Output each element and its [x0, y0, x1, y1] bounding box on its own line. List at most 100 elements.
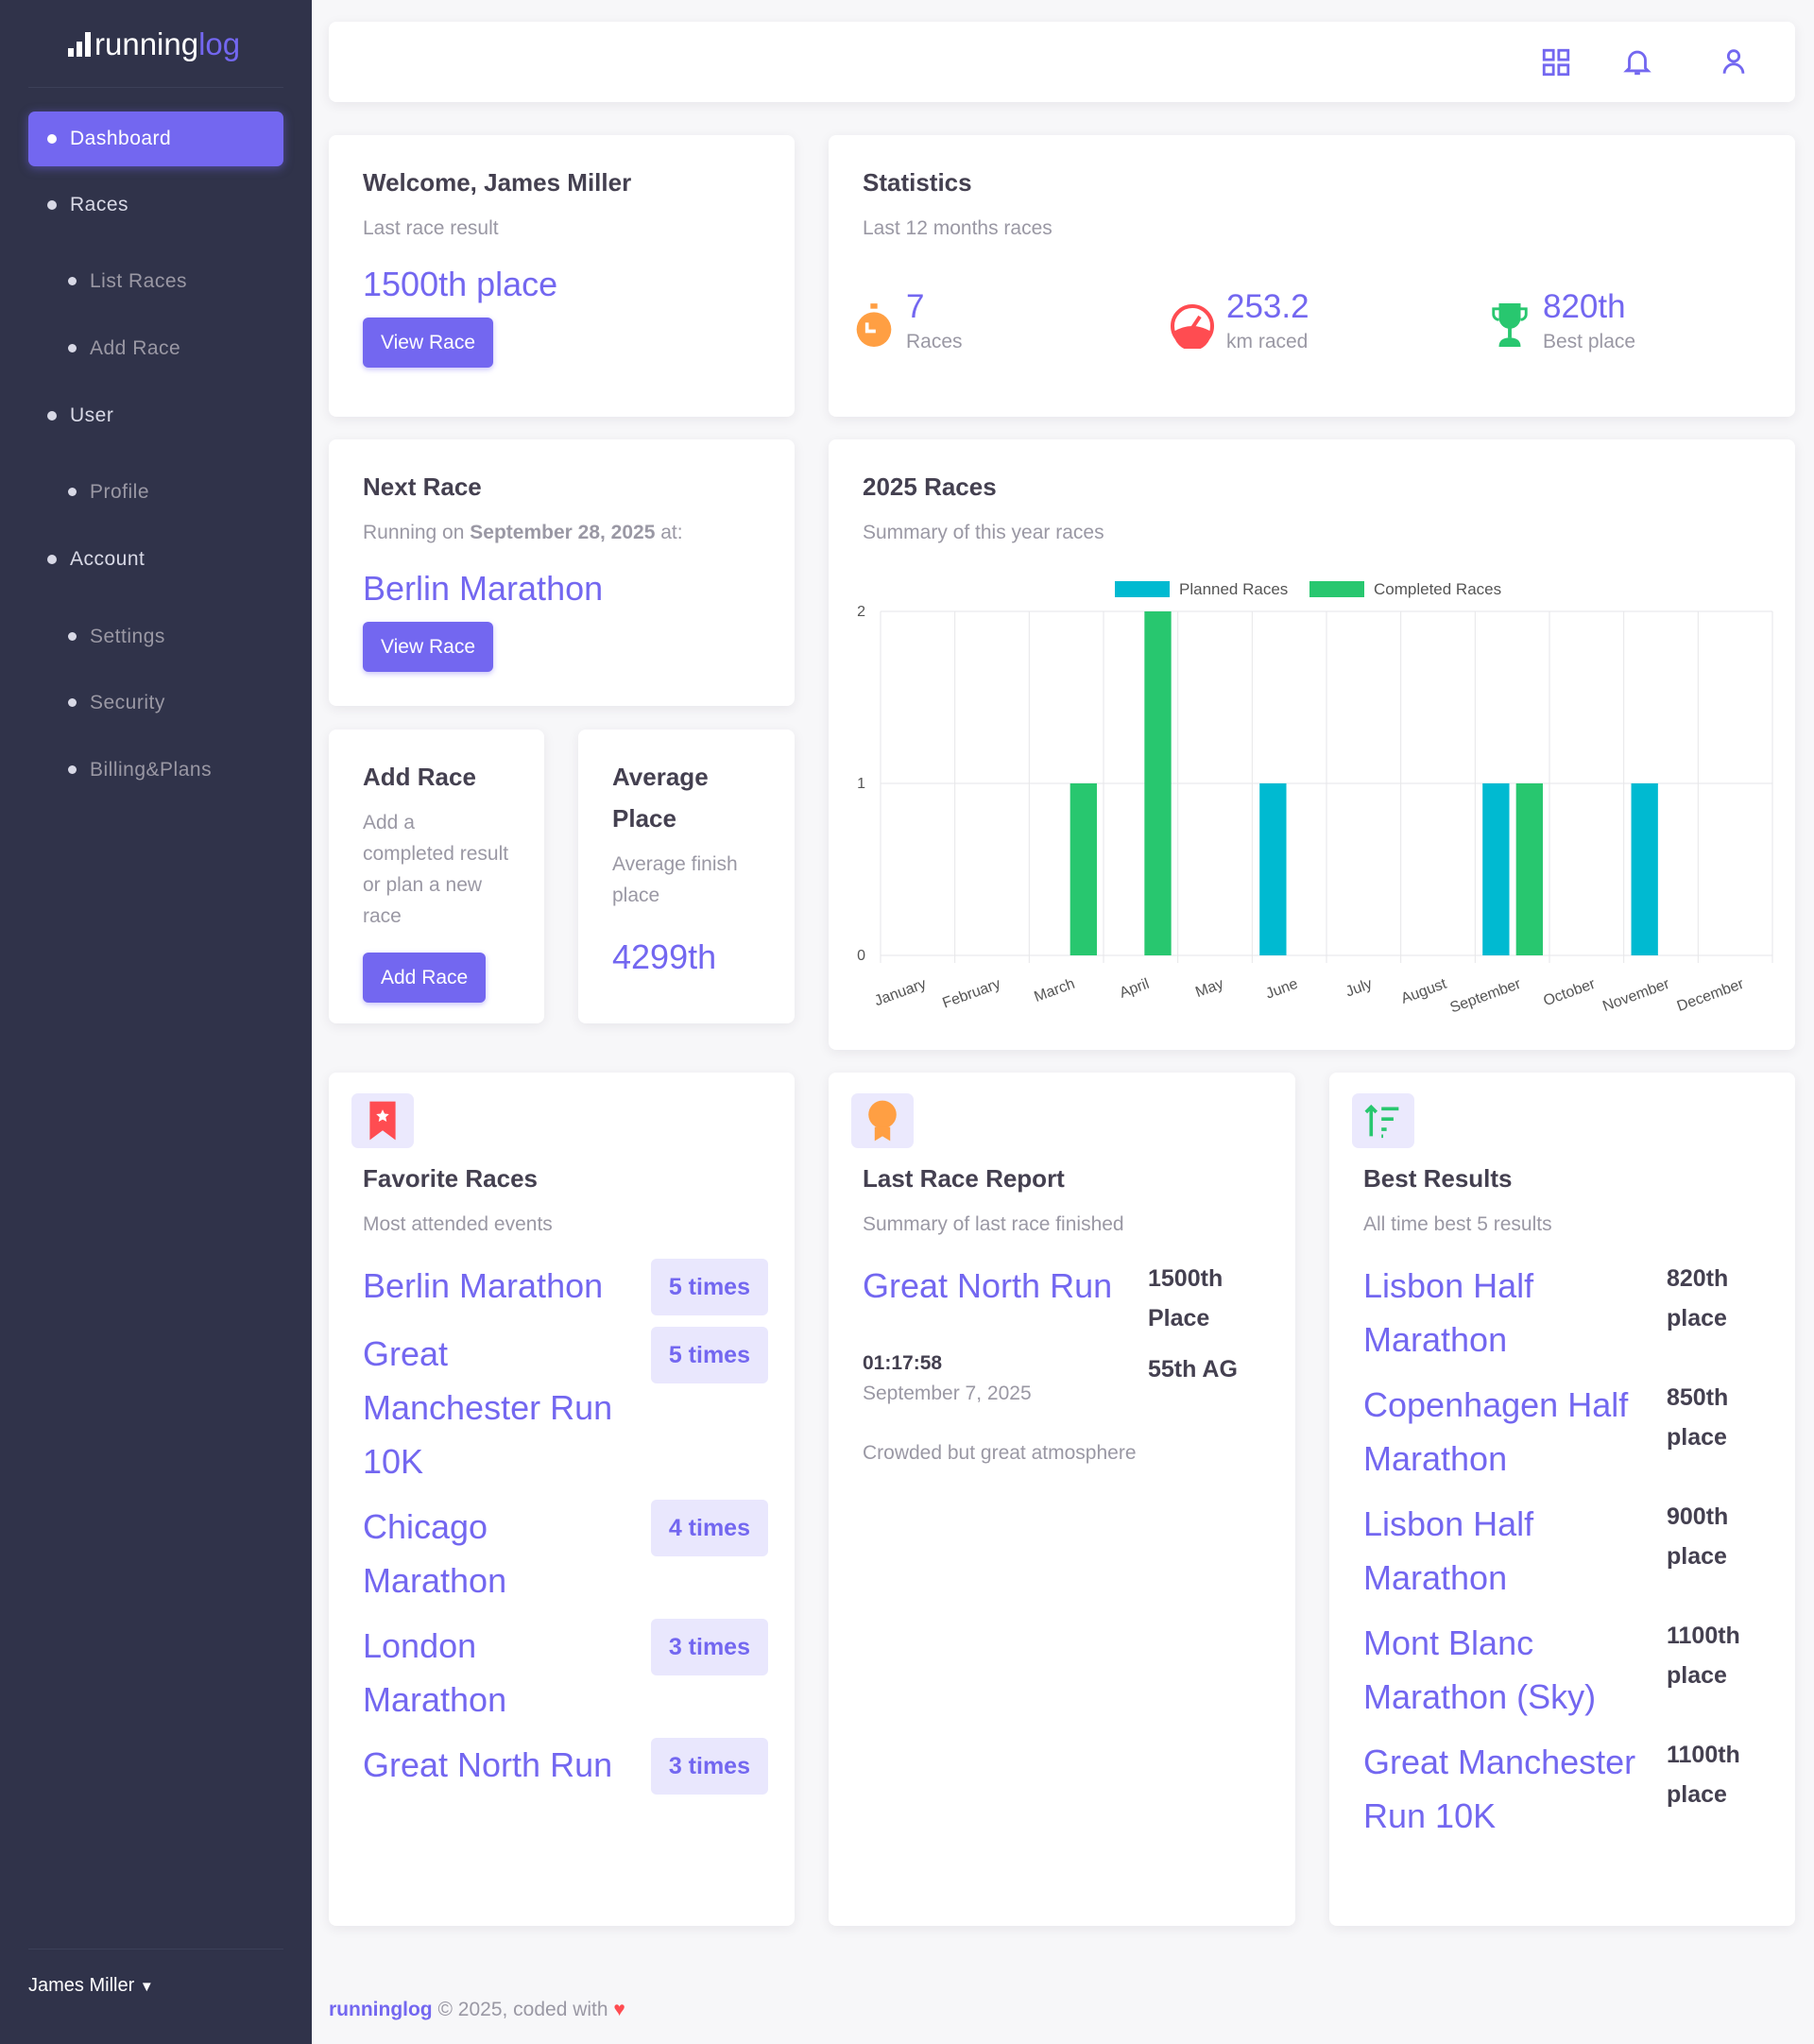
stat-value: 253.2 [1226, 288, 1309, 325]
result-place: 820th place [1667, 1265, 1729, 1331]
sidebar-item-label: User [70, 404, 114, 426]
stat-value: 820th [1543, 288, 1626, 325]
card-title: Average Place [612, 763, 709, 833]
last-race-report-card: Last Race Report Summary of last race fi… [829, 1073, 1295, 1926]
race-time: 01:17:58 [863, 1352, 943, 1374]
heart-icon: ♥ [613, 1999, 625, 2020]
race-link[interactable]: Great North Run [363, 1745, 613, 1784]
race-link[interactable]: Great North Run [863, 1266, 1113, 1305]
bar-completed-races [1070, 783, 1097, 955]
sidebar-item-settings[interactable]: Settings [28, 609, 283, 663]
card-subtitle: Most attended events [363, 1213, 553, 1235]
race-link[interactable]: Great Manchester Run 10K [363, 1334, 613, 1481]
list-item: Copenhagen Half Marathon 850th place [1363, 1378, 1761, 1486]
list-item: Great North Run 3 times [363, 1738, 768, 1795]
card-title: Last Race Report [863, 1164, 1065, 1193]
card-subtitle: Last race result [363, 217, 499, 239]
legend-label: Completed Races [1374, 580, 1501, 598]
footer: runninglog © 2025, coded with ♥ [329, 1999, 625, 2021]
result-place: 1100th place [1667, 1742, 1740, 1808]
card-subtitle: Last 12 months races [863, 217, 1052, 239]
stat-races: 7 Races [853, 286, 963, 356]
bullet-icon [47, 555, 57, 564]
sidebar-item-account[interactable]: Account [28, 532, 283, 587]
suffix: at: [655, 522, 683, 543]
stat-label: Races [906, 331, 963, 352]
y-tick-label: 1 [857, 776, 865, 792]
bar-planned-races [1631, 783, 1658, 955]
caret-down-icon: ▼ [139, 1979, 154, 1995]
stat-label: Best place [1543, 331, 1636, 352]
stopwatch-icon [856, 303, 892, 347]
sidebar-item-races[interactable]: Races [28, 178, 283, 232]
race-date: September 7, 2025 [863, 1383, 1032, 1404]
x-tick-label: December [1675, 976, 1747, 1015]
bullet-icon [47, 411, 57, 421]
card-subtitle: Running on September 28, 2025 at: [363, 517, 761, 548]
race-link[interactable]: Berlin Marathon [363, 1266, 604, 1305]
next-race-card: Next Race Running on September 28, 2025 … [329, 439, 795, 706]
race-link[interactable]: Mont Blanc Marathon (Sky) [1363, 1623, 1597, 1716]
card-subtitle: All time best 5 results [1363, 1213, 1552, 1235]
logo-text-accent: log [198, 26, 241, 61]
sidebar: running log Dashboard Races List Races Add R… [0, 0, 312, 2044]
statistics-card: Statistics Last 12 months races 7 Races 2… [829, 135, 1795, 417]
race-link[interactable]: Chicago Marathon [363, 1507, 507, 1600]
x-tick-label: April [1118, 976, 1152, 1002]
race-link[interactable]: Great Manchester Run 10K [1363, 1743, 1636, 1835]
add-race-button[interactable]: Add Race [363, 953, 487, 1003]
speedometer-icon [1171, 304, 1214, 349]
result-place: 900th place [1667, 1503, 1729, 1570]
race-link[interactable]: London Marathon [363, 1626, 507, 1719]
stat-value: 7 [906, 288, 925, 325]
bullet-icon [68, 697, 77, 707]
x-tick-label: August [1399, 976, 1449, 1007]
divider [28, 87, 283, 88]
next-race-link[interactable]: Berlin Marathon [363, 569, 604, 608]
award-icon [851, 1093, 914, 1148]
race-date: September 28, 2025 [470, 522, 656, 543]
x-tick-label: July [1343, 976, 1375, 1001]
x-tick-label: September [1448, 976, 1524, 1017]
view-race-button[interactable]: View Race [363, 318, 493, 368]
result-place: 850th place [1667, 1384, 1729, 1451]
count-badge: 5 times [650, 1327, 768, 1383]
sidebar-item-profile[interactable]: Profile [28, 464, 283, 519]
grid-icon[interactable] [1540, 46, 1572, 78]
logo-text: running [94, 26, 199, 61]
count-badge: 3 times [650, 1738, 768, 1795]
list-item: Chicago Marathon 4 times [363, 1500, 768, 1607]
add-race-card: Add Race Add a completed result or plan … [329, 730, 544, 1023]
sidebar-item-add-race[interactable]: Add Race [28, 320, 283, 375]
favorite-races-card: Favorite Races Most attended events Berl… [329, 1073, 795, 1926]
race-link[interactable]: Lisbon Half Marathon [1363, 1504, 1534, 1597]
sidebar-item-label: Profile [90, 480, 150, 503]
race-link[interactable]: Lisbon Half Marathon [1363, 1266, 1534, 1359]
x-tick-label: November [1600, 976, 1672, 1015]
bullet-icon [68, 343, 77, 352]
race-link[interactable]: Copenhagen Half Marathon [1363, 1385, 1629, 1478]
sidebar-item-user[interactable]: User [28, 388, 283, 443]
user-icon[interactable] [1718, 44, 1750, 78]
bullet-icon [68, 631, 77, 641]
sidebar-item-billing-plans[interactable]: Billing&Plans [28, 742, 283, 797]
stat-label: km raced [1226, 331, 1309, 352]
sidebar-item-label: Settings [90, 625, 165, 647]
prefix: Running on [363, 522, 471, 543]
average-place-card: Average Place Average finish place 4299t… [578, 730, 795, 1023]
bell-icon[interactable] [1621, 44, 1653, 78]
sidebar-item-security[interactable]: Security [28, 675, 283, 730]
view-race-button[interactable]: View Race [363, 622, 493, 672]
footer-brand[interactable]: runninglog [329, 1999, 433, 2020]
divider [28, 1949, 283, 1950]
user-menu[interactable]: James Miller ▼ [28, 1975, 154, 1997]
sidebar-item-dashboard[interactable]: Dashboard [28, 112, 283, 166]
sidebar-item-label: Dashboard [70, 128, 172, 149]
logo[interactable]: running log [68, 26, 240, 62]
sidebar-item-list-races[interactable]: List Races [28, 253, 283, 308]
bullet-icon [47, 134, 57, 144]
sidebar-item-label: Security [90, 691, 165, 713]
card-text: Add a completed result or plan a new rac… [363, 812, 509, 927]
list-item: Lisbon Half Marathon 820th place [1363, 1259, 1761, 1366]
sidebar-item-label: Races [70, 194, 129, 215]
